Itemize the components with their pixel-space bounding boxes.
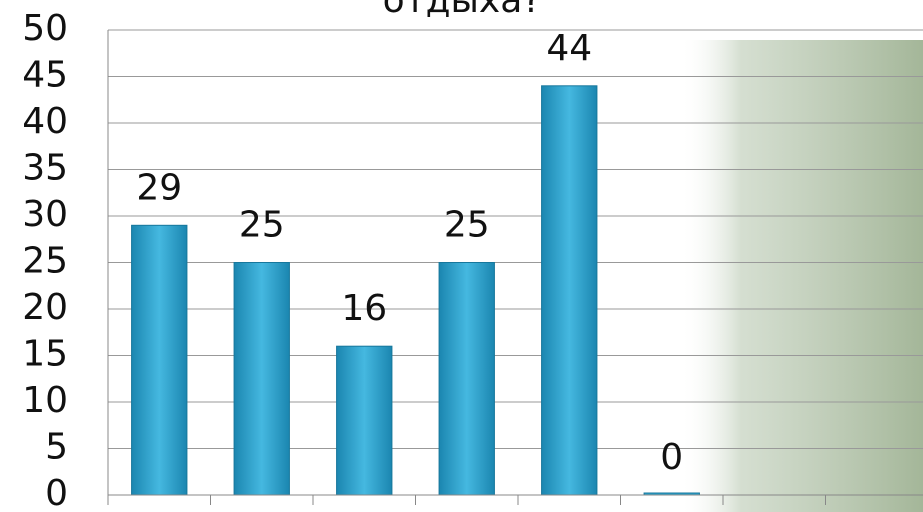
bar <box>233 262 290 496</box>
y-tick-label: 15 <box>22 334 68 375</box>
data-label: 44 <box>546 28 592 69</box>
y-tick-label: 5 <box>45 427 68 468</box>
y-tick-label: 25 <box>22 241 68 282</box>
data-label: 29 <box>136 167 182 208</box>
bar <box>541 85 598 496</box>
data-label: 16 <box>341 288 387 329</box>
photo-backdrop <box>680 40 923 512</box>
y-tick-label: 45 <box>22 55 68 96</box>
data-label: 25 <box>239 205 285 246</box>
y-tick-label: 20 <box>22 287 68 328</box>
y-tick-label: 35 <box>22 148 68 189</box>
bar <box>438 262 495 496</box>
chart-title: отдыха? <box>383 0 542 21</box>
y-tick-label: 30 <box>22 194 68 235</box>
data-label: 0 <box>660 437 683 478</box>
y-tick-label: 40 <box>22 101 68 142</box>
y-tick-label: 0 <box>45 473 68 512</box>
y-tick-label: 10 <box>22 380 68 421</box>
data-label: 25 <box>444 205 490 246</box>
bar <box>336 345 393 496</box>
bar <box>131 224 188 496</box>
y-tick-label: 50 <box>22 8 68 49</box>
